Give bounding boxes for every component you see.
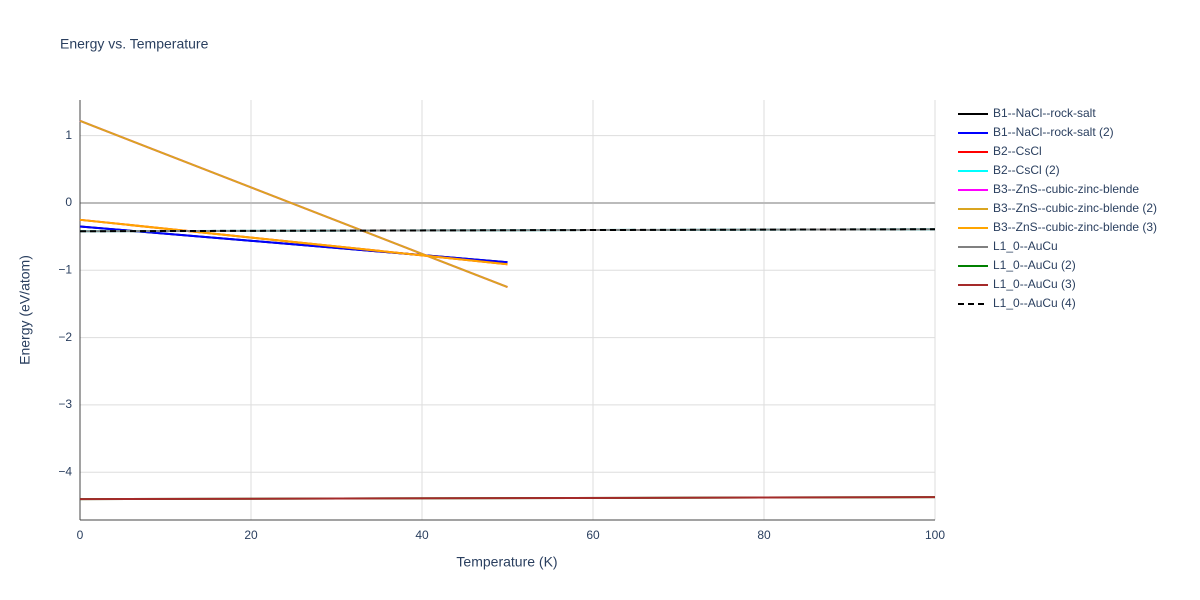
- y-tick-label: 1: [65, 128, 72, 142]
- line: [79, 496, 936, 501]
- legend-label: L1_0--AuCu (4): [993, 296, 1076, 310]
- legend-label: B2--CsCl: [993, 144, 1042, 158]
- legend-label: B2--CsCl (2): [993, 163, 1060, 177]
- y-tick-label: −1: [58, 262, 72, 276]
- line: [79, 228, 936, 233]
- y-axis-title: Energy (eV/atom): [17, 255, 33, 365]
- x-axis-title: Temperature (K): [456, 554, 557, 570]
- legend-label: B3--ZnS--cubic-zinc-blende (3): [993, 220, 1157, 234]
- legend-label: L1_0--AuCu (2): [993, 258, 1076, 272]
- x-tick-label: 100: [925, 528, 945, 542]
- y-tick-label: −2: [58, 330, 72, 344]
- legend-label: B3--ZnS--cubic-zinc-blende: [993, 182, 1139, 196]
- legend-label: L1_0--AuCu (3): [993, 277, 1076, 291]
- x-tick-label: 60: [586, 528, 600, 542]
- legend-label: B3--ZnS--cubic-zinc-blende (2): [993, 201, 1157, 215]
- legend-label: L1_0--AuCu: [993, 239, 1058, 253]
- line: [79, 119, 508, 289]
- x-tick-label: 40: [415, 528, 429, 542]
- x-tick-label: 0: [77, 528, 84, 542]
- x-tick-label: 20: [244, 528, 258, 542]
- y-tick-label: −3: [58, 397, 72, 411]
- x-tick-label: 80: [757, 528, 771, 542]
- y-tick-label: 0: [65, 195, 72, 209]
- line: [79, 228, 936, 233]
- chart-title: Energy vs. Temperature: [60, 36, 209, 52]
- legend-label: B1--NaCl--rock-salt: [993, 106, 1096, 120]
- legend-label: B1--NaCl--rock-salt (2): [993, 125, 1114, 139]
- line: [79, 218, 508, 266]
- y-tick-label: −4: [58, 464, 72, 478]
